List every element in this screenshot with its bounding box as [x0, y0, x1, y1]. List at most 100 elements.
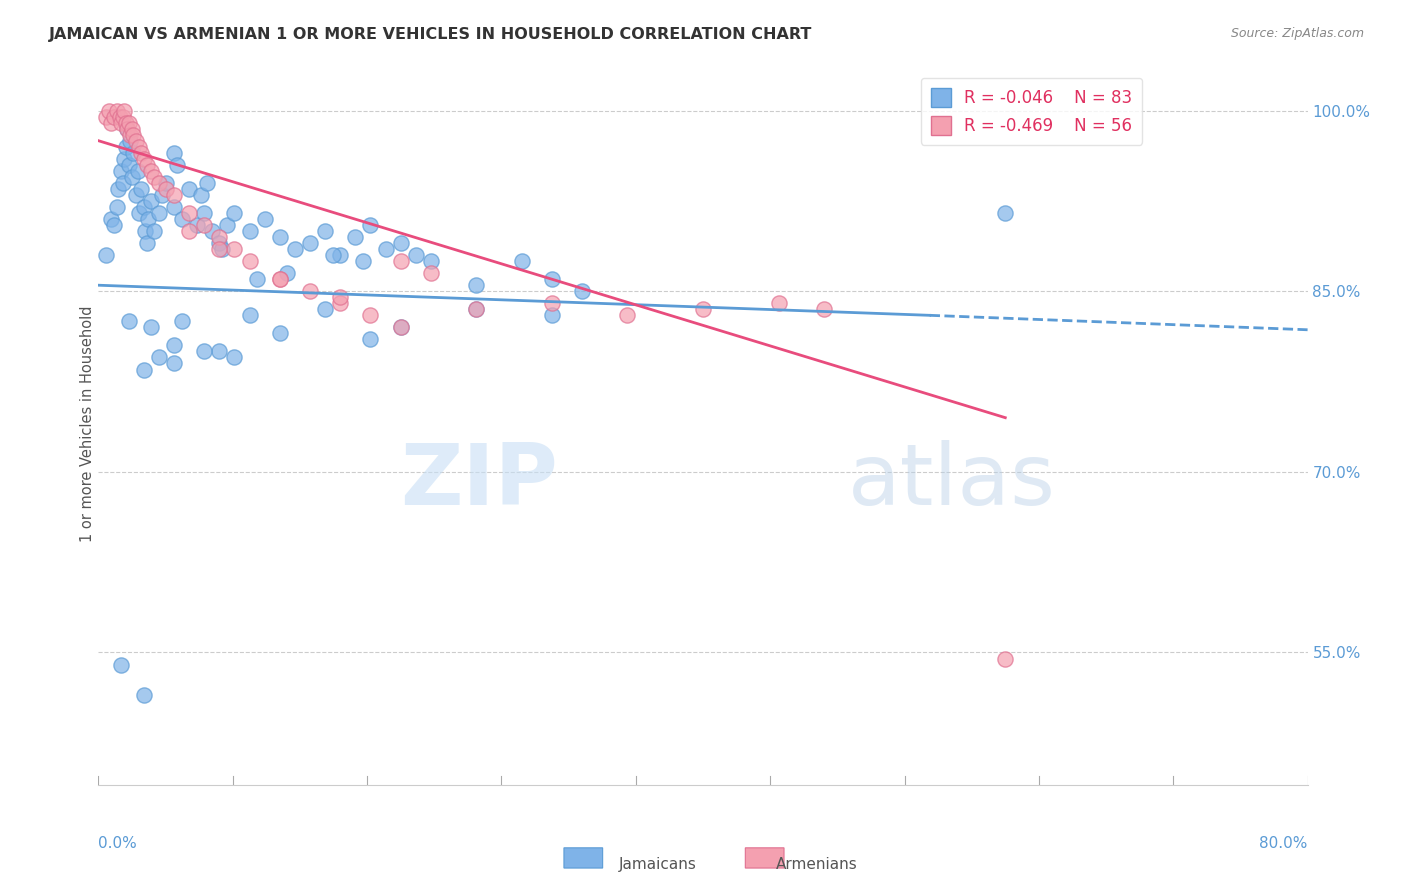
- Point: [166, 158, 188, 172]
- Point: [148, 206, 170, 220]
- Point: [128, 140, 150, 154]
- Point: [269, 230, 291, 244]
- Point: [155, 182, 177, 196]
- Point: [148, 176, 170, 190]
- FancyBboxPatch shape: [745, 847, 785, 868]
- Point: [135, 158, 157, 172]
- Point: [135, 236, 157, 251]
- Point: [103, 110, 125, 124]
- Point: [314, 302, 336, 317]
- Point: [994, 206, 1017, 220]
- Point: [193, 206, 215, 220]
- Point: [540, 309, 562, 323]
- Point: [224, 206, 246, 220]
- Point: [128, 206, 150, 220]
- Point: [329, 296, 352, 310]
- Point: [150, 187, 173, 202]
- Point: [170, 212, 193, 227]
- Point: [111, 176, 134, 190]
- Point: [239, 309, 262, 323]
- Point: [121, 121, 143, 136]
- Point: [269, 326, 291, 341]
- Point: [299, 284, 322, 298]
- Point: [208, 344, 231, 359]
- Point: [141, 163, 163, 178]
- Point: [239, 254, 262, 268]
- Point: [571, 284, 593, 298]
- Point: [389, 320, 412, 334]
- Point: [329, 248, 352, 262]
- Point: [314, 224, 336, 238]
- Point: [108, 110, 131, 124]
- Point: [405, 248, 427, 262]
- Point: [211, 242, 233, 256]
- Point: [768, 296, 790, 310]
- Point: [170, 314, 193, 328]
- Point: [134, 224, 156, 238]
- Point: [103, 218, 125, 232]
- Text: Armenians: Armenians: [776, 857, 858, 872]
- Point: [186, 218, 208, 232]
- Point: [120, 134, 142, 148]
- Point: [299, 236, 322, 251]
- Point: [163, 200, 186, 214]
- Point: [120, 128, 142, 142]
- Point: [389, 254, 412, 268]
- Point: [94, 248, 117, 262]
- Point: [163, 356, 186, 371]
- Text: atlas: atlas: [848, 440, 1056, 523]
- Point: [510, 254, 533, 268]
- Point: [329, 290, 352, 304]
- Point: [129, 145, 152, 160]
- Point: [360, 309, 382, 323]
- Point: [540, 272, 562, 286]
- Point: [121, 169, 143, 184]
- Point: [253, 212, 276, 227]
- Text: JAMAICAN VS ARMENIAN 1 OR MORE VEHICLES IN HOUSEHOLD CORRELATION CHART: JAMAICAN VS ARMENIAN 1 OR MORE VEHICLES …: [49, 27, 813, 42]
- Point: [692, 302, 714, 317]
- Point: [193, 344, 215, 359]
- Point: [179, 182, 201, 196]
- Point: [179, 224, 201, 238]
- Point: [208, 230, 231, 244]
- Text: ZIP: ZIP: [401, 440, 558, 523]
- Point: [118, 158, 141, 172]
- Point: [201, 224, 224, 238]
- Point: [148, 351, 170, 365]
- Point: [465, 302, 488, 317]
- Point: [143, 169, 166, 184]
- Point: [136, 212, 159, 227]
- Point: [465, 302, 488, 317]
- Legend: R = -0.046    N = 83, R = -0.469    N = 56: R = -0.046 N = 83, R = -0.469 N = 56: [921, 78, 1142, 145]
- Point: [374, 242, 396, 256]
- Point: [284, 242, 307, 256]
- Y-axis label: 1 or more Vehicles in Household: 1 or more Vehicles in Household: [80, 305, 94, 542]
- Point: [239, 224, 262, 238]
- Point: [141, 194, 163, 208]
- Point: [112, 152, 135, 166]
- Point: [994, 651, 1017, 665]
- Point: [122, 128, 145, 142]
- Point: [143, 224, 166, 238]
- Point: [352, 254, 374, 268]
- Point: [110, 657, 132, 672]
- Point: [215, 218, 238, 232]
- Point: [163, 145, 186, 160]
- Point: [190, 187, 212, 202]
- Point: [118, 115, 141, 129]
- Text: Jamaicans: Jamaicans: [619, 857, 696, 872]
- Point: [122, 145, 145, 160]
- Text: Source: ZipAtlas.com: Source: ZipAtlas.com: [1230, 27, 1364, 40]
- Point: [360, 332, 382, 346]
- Point: [269, 272, 291, 286]
- Point: [105, 103, 128, 118]
- Point: [389, 236, 412, 251]
- Point: [118, 314, 141, 328]
- Point: [125, 134, 148, 148]
- Point: [540, 296, 562, 310]
- Point: [125, 187, 148, 202]
- Point: [179, 206, 201, 220]
- Point: [269, 272, 291, 286]
- Point: [132, 152, 155, 166]
- Point: [344, 230, 367, 244]
